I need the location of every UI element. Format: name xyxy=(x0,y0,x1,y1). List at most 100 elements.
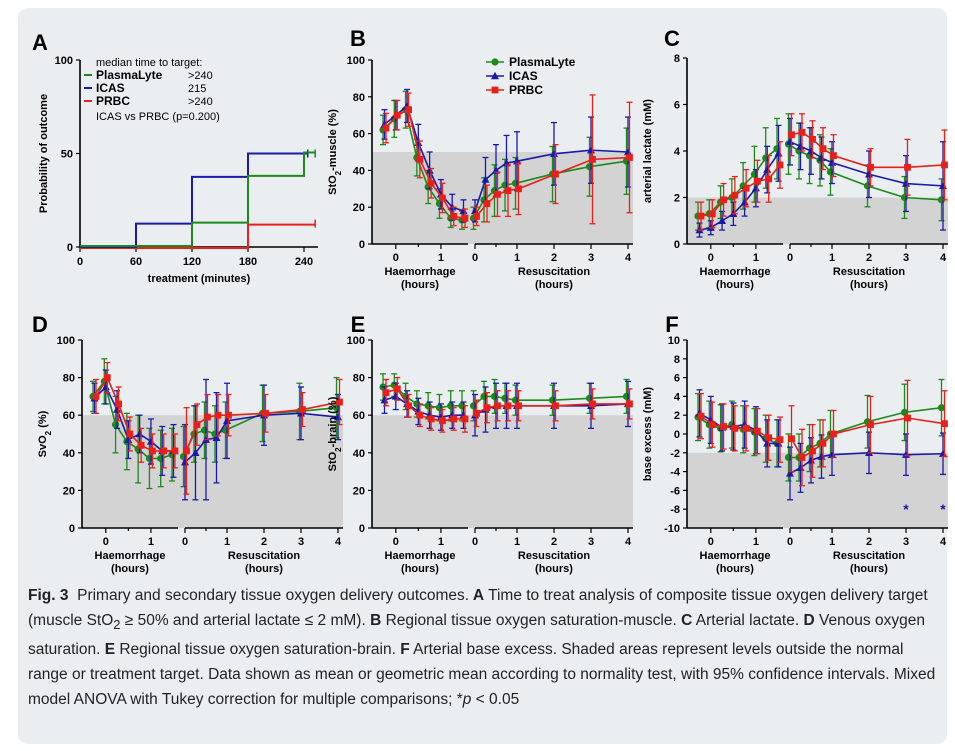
x-axis-label-resuscitation: Resuscitation xyxy=(518,266,590,278)
panel-letter: C xyxy=(664,26,680,51)
y-tick-label: 40 xyxy=(353,165,365,177)
x-tick-label: 2 xyxy=(551,252,557,264)
y-axis-label-subscript: 2 xyxy=(334,447,343,452)
y-axis-label: arterial lactate (mM) xyxy=(642,99,654,203)
y-tick-label: 20 xyxy=(63,485,75,497)
data-point xyxy=(382,124,390,132)
data-point xyxy=(103,374,111,381)
caption-fig-label: Fig. 3 xyxy=(28,587,69,604)
legend-median: >240 xyxy=(188,70,213,82)
legend-title: median time to target: xyxy=(96,57,202,69)
data-point xyxy=(115,400,122,408)
x-tick-label: 3 xyxy=(588,252,594,264)
y-tick-label: 80 xyxy=(63,373,75,385)
panel-letter: E xyxy=(351,312,366,337)
data-point xyxy=(867,163,874,171)
x-axis-sublabel: (hours) xyxy=(716,563,754,575)
data-point xyxy=(552,170,559,178)
x-axis-label-resuscitation: Resuscitation xyxy=(518,550,590,562)
x-tick-label: 3 xyxy=(298,536,304,548)
x-tick-label: 180 xyxy=(239,256,257,268)
y-axis-label: base excess (mM) xyxy=(642,387,654,481)
x-tick-label: 1 xyxy=(829,536,835,548)
y-axis-label: StO2-brain (%) xyxy=(327,396,343,471)
data-point xyxy=(720,196,727,204)
x-tick-label: 1 xyxy=(438,536,444,548)
x-axis-label-haemorrhage: Haemorrhage xyxy=(385,266,456,278)
x-axis-label-resuscitation: Resuscitation xyxy=(228,550,300,562)
x-tick-label: 1 xyxy=(148,536,154,548)
data-point xyxy=(830,430,837,438)
data-point xyxy=(483,200,491,207)
y-tick-label: 0 xyxy=(674,429,680,441)
y-axis-label-part: StO xyxy=(327,175,339,195)
y-tick-label: 100 xyxy=(347,335,365,347)
x-tick-label: 1 xyxy=(753,252,759,264)
y-tick-label: -4 xyxy=(670,467,681,479)
significance-marker: * xyxy=(903,501,909,517)
data-point xyxy=(731,424,739,432)
data-point xyxy=(204,413,211,421)
data-point xyxy=(731,191,739,199)
y-tick-label: 100 xyxy=(347,55,365,67)
data-point xyxy=(697,412,705,420)
data-point xyxy=(183,447,190,455)
series-line xyxy=(184,412,339,463)
data-point xyxy=(483,404,491,412)
caption-panel-letter: C xyxy=(681,612,693,629)
caption-panel-letter: D xyxy=(803,612,815,629)
data-point xyxy=(111,421,120,429)
y-tick-label: 6 xyxy=(674,373,680,385)
data-point xyxy=(754,177,761,185)
y-tick-label: 100 xyxy=(55,55,73,67)
data-point xyxy=(481,175,490,183)
x-axis-sublabel: (hours) xyxy=(401,563,439,575)
data-point xyxy=(473,409,480,417)
legend-median: 215 xyxy=(188,83,206,95)
x-axis-label-haemorrhage: Haemorrhage xyxy=(700,266,771,278)
x-tick-label: 4 xyxy=(625,536,632,548)
data-point xyxy=(494,190,501,198)
legend-marker xyxy=(491,71,499,80)
y-tick-label: 0 xyxy=(69,523,75,535)
series-line xyxy=(474,149,629,212)
data-point xyxy=(439,194,446,202)
data-point xyxy=(336,398,343,406)
data-point xyxy=(720,423,727,430)
legend-label: PlasmaLyte xyxy=(96,68,163,82)
y-tick-label: 40 xyxy=(63,448,75,460)
y-tick-label: 80 xyxy=(353,373,365,385)
data-point xyxy=(809,447,816,455)
caption-text: < 0.05 xyxy=(471,691,520,709)
y-axis-label-part: SvO xyxy=(37,435,49,457)
data-point xyxy=(798,454,806,461)
y-tick-label: 0 xyxy=(674,239,680,251)
y-tick-label: 100 xyxy=(57,335,75,347)
x-axis-sublabel: (hours) xyxy=(535,279,573,291)
data-point xyxy=(126,430,134,438)
data-point xyxy=(626,400,633,408)
data-point xyxy=(589,155,596,163)
legend-label: ICAS xyxy=(509,69,538,83)
y-tick-label: 60 xyxy=(353,410,365,422)
data-point xyxy=(798,129,806,136)
series-prbc xyxy=(697,113,948,231)
data-point xyxy=(697,212,705,220)
panel-letter: D xyxy=(32,312,48,337)
caption-title: Primary and secondary tissue oxygen deli… xyxy=(77,587,470,604)
y-tick-label: 20 xyxy=(353,485,365,497)
data-point xyxy=(809,135,816,143)
data-point xyxy=(742,424,750,432)
y-tick-label: 0 xyxy=(67,242,73,254)
data-point xyxy=(515,185,522,193)
shaded-region xyxy=(372,415,633,528)
x-axis-label-resuscitation: Resuscitation xyxy=(833,550,905,562)
y-tick-label: 0 xyxy=(359,239,365,251)
data-point xyxy=(788,131,795,139)
data-point xyxy=(786,469,794,477)
data-point xyxy=(819,440,827,447)
step-line-prbc xyxy=(80,223,316,249)
data-point xyxy=(494,402,501,410)
